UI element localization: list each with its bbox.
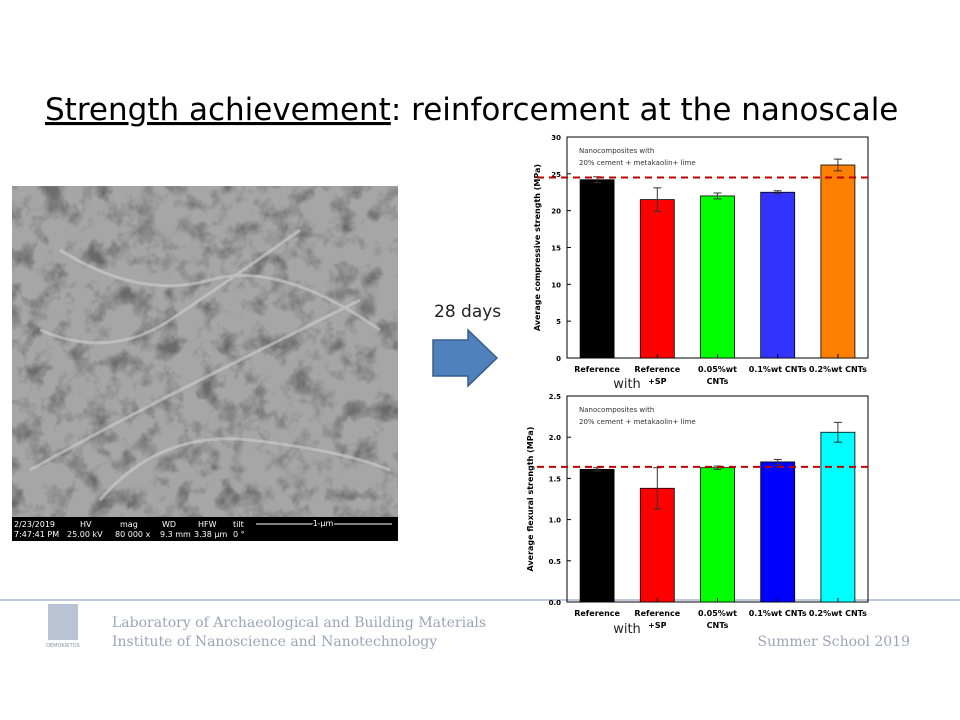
y-tick-label: 25 xyxy=(551,171,561,179)
x-tick-label: 0.2%wt CNTs xyxy=(808,609,867,618)
y-axis-label: Average flexural strength (MPa) xyxy=(526,427,535,572)
bar xyxy=(579,468,615,603)
overlay-text: with xyxy=(613,377,641,392)
annotation: 20% cement + metakaolin+ lime xyxy=(579,418,696,426)
footer-line: Institute of Nanoscience and Nanotechnol… xyxy=(112,634,437,650)
bar xyxy=(760,461,796,603)
sem-info-value: 80 000 x xyxy=(115,530,151,539)
bar xyxy=(579,179,615,359)
sem-info-label: HFW xyxy=(198,520,217,529)
sem-info-bar xyxy=(12,517,398,541)
bar xyxy=(639,199,675,359)
x-tick-label: 0.05%wt CNTs xyxy=(698,609,737,630)
x-tick-label: Reference xyxy=(574,609,620,618)
y-tick-label: 1.0 xyxy=(549,517,562,525)
sem-info-value: 7:47:41 PM xyxy=(14,530,59,539)
sem-info-label: WD xyxy=(162,520,176,529)
sem-texture xyxy=(12,186,398,517)
sem-info-label: tilt xyxy=(233,520,244,529)
x-tick-label: 0.05%wt CNTs xyxy=(698,365,737,386)
bar xyxy=(700,467,735,603)
sem-info-value: 0 ° xyxy=(233,530,245,539)
y-tick-label: 0.5 xyxy=(549,558,562,566)
sem-info-value: 3.38 µm xyxy=(194,530,227,539)
overlay-text: with xyxy=(613,622,641,637)
y-tick-label: 30 xyxy=(551,134,561,142)
error-bar xyxy=(773,190,782,195)
sem-fibers xyxy=(29,228,391,501)
error-bar xyxy=(653,187,662,212)
footer-line: Laboratory of Archaeological and Buildin… xyxy=(112,615,486,631)
y-tick-label: 10 xyxy=(551,281,561,289)
y-tick-label: 15 xyxy=(551,245,561,253)
bar xyxy=(820,431,856,603)
x-tick-label: 0.2%wt CNTs xyxy=(808,365,867,374)
title-rest: : reinforcement at the nanoscale xyxy=(391,92,899,128)
sem-info-value: 25.00 kV xyxy=(67,530,103,539)
bar xyxy=(700,195,735,359)
x-tick-label: 0.1%wt CNTs xyxy=(748,609,807,618)
y-tick-label: 1.5 xyxy=(549,475,562,483)
y-tick-label: 0.0 xyxy=(549,599,562,607)
logo xyxy=(48,604,78,640)
annotation: 20% cement + metakaolin+ lime xyxy=(579,159,696,167)
y-tick-label: 20 xyxy=(551,208,561,216)
arrow xyxy=(432,328,499,388)
sem-info-label: HV xyxy=(80,520,92,529)
y-tick-label: 0 xyxy=(556,355,561,363)
sem-info-label: 2/23/2019 xyxy=(14,520,55,529)
y-tick-label: 2.5 xyxy=(549,393,562,401)
error-bar xyxy=(713,192,722,200)
error-bar xyxy=(833,158,842,172)
x-tick-label: Reference xyxy=(574,365,620,374)
bar xyxy=(820,164,856,359)
logo-text: DEMOKRITOS xyxy=(46,643,80,649)
x-tick-label: Reference +SP xyxy=(634,609,681,630)
sem-info-value: 9.3 mm xyxy=(160,530,191,539)
scale-bar-label: 1 µm xyxy=(313,519,334,528)
sem-info-label: mag xyxy=(120,520,138,529)
bar xyxy=(760,191,796,359)
error-bar xyxy=(773,458,782,465)
x-tick-label: 0.1%wt CNTs xyxy=(748,365,807,374)
title-underlined: Strength achievement xyxy=(45,92,391,128)
y-axis-label: Average compressive strength (MPa) xyxy=(533,164,542,331)
annotation: Nanocomposites with xyxy=(579,406,654,414)
event-label: Summer School 2019 xyxy=(758,634,910,650)
title: Strength achievement: reinforcement at t… xyxy=(45,92,898,128)
arrow-label: 28 days xyxy=(434,302,501,322)
y-tick-label: 5 xyxy=(556,318,561,326)
error-bar xyxy=(833,421,842,443)
annotation: Nanocomposites with xyxy=(579,147,654,155)
y-tick-label: 2.0 xyxy=(549,434,562,442)
x-tick-label: Reference +SP xyxy=(634,365,681,386)
